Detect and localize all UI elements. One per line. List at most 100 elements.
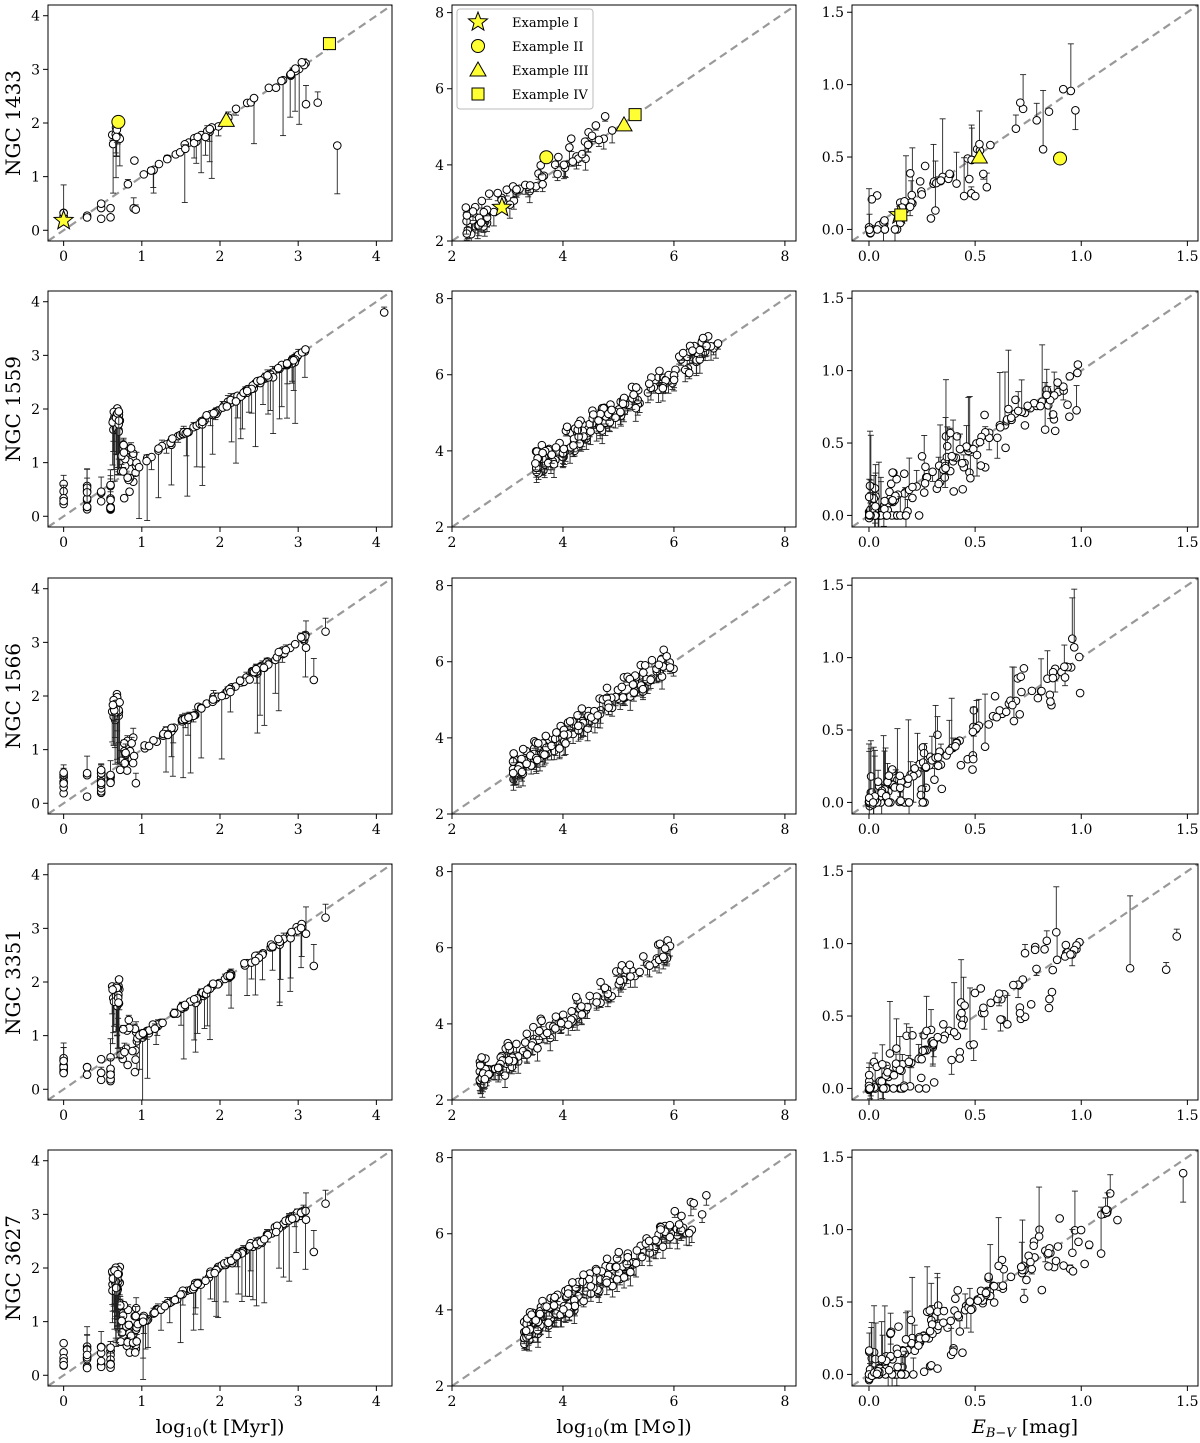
y-tick-label: 4 [435, 1017, 444, 1033]
cluster-point [201, 132, 210, 142]
x-tick-label: 3 [294, 1394, 303, 1410]
y-tick-label: 1.0 [822, 78, 844, 94]
cluster-point [512, 185, 521, 194]
cluster-point [256, 376, 265, 385]
cluster-point [108, 700, 118, 710]
x-tick-label: 6 [669, 822, 678, 838]
cluster-point [931, 206, 940, 215]
x-tick-label: 1.0 [1070, 822, 1092, 838]
cluster-point [123, 179, 133, 189]
cluster-point [877, 1059, 887, 1069]
cluster-point [577, 149, 587, 159]
cluster-point [167, 723, 176, 733]
cluster-point [522, 759, 531, 769]
cluster-point [631, 403, 641, 413]
cluster-point [231, 397, 241, 406]
cluster-point [569, 441, 578, 450]
x-tick-label: 4 [559, 535, 568, 551]
cluster-point [130, 1067, 140, 1077]
cluster-point [534, 1026, 544, 1036]
cluster-point [972, 450, 982, 460]
y-tick-label: 2 [31, 975, 40, 991]
x-tick-label: 1.0 [1070, 1108, 1092, 1124]
cluster-point [321, 627, 330, 636]
cluster-point [251, 664, 261, 674]
cluster-point [120, 1047, 129, 1057]
y-tick-label: 8 [435, 865, 444, 881]
cluster-point [1051, 927, 1061, 937]
cluster-point [240, 959, 249, 968]
y-tick-label: 1 [31, 1315, 40, 1331]
cluster-point [96, 1054, 106, 1064]
cluster-point [952, 179, 961, 188]
x-tick-label: 0 [59, 822, 68, 838]
cluster-point [914, 1084, 924, 1093]
cluster-point [695, 345, 705, 355]
cluster-point [82, 213, 92, 222]
cluster-point [208, 979, 218, 989]
cluster-point [976, 461, 986, 470]
row-label: NGC 1559 [1, 356, 25, 462]
cluster-point [268, 942, 277, 951]
panel-ngc1559-age: 0 0 1 1 2 2 3 3 4 4 NGC 1559 [1, 290, 393, 551]
cluster-point [309, 961, 319, 971]
cluster-point [979, 169, 988, 179]
cluster-point [118, 1024, 128, 1034]
cluster-point [1052, 955, 1062, 965]
cluster-point [559, 160, 569, 170]
x-tick-label: 1 [137, 249, 146, 265]
cluster-point [593, 711, 602, 720]
cluster-point [281, 645, 291, 655]
cluster-point [115, 765, 125, 775]
cluster-point [1042, 390, 1051, 400]
cluster-point [274, 647, 284, 657]
cluster-point [914, 511, 924, 520]
cluster-point [937, 784, 947, 794]
y-tick-label: 0.5 [822, 1009, 844, 1025]
cluster-point [1032, 116, 1042, 125]
cluster-point [1001, 443, 1010, 453]
cluster-point [271, 83, 281, 92]
cluster-point [889, 1070, 899, 1080]
cluster-point [888, 495, 897, 505]
cluster-point [655, 939, 665, 949]
cluster-point [263, 371, 272, 380]
y-tick-label: 1.0 [822, 937, 844, 953]
cluster-point [193, 132, 202, 142]
cluster-point [59, 1360, 68, 1370]
cluster-point [1033, 693, 1043, 703]
cluster-point [945, 746, 954, 756]
y-tick-label: 1 [31, 1029, 40, 1045]
cluster-point [618, 399, 628, 409]
cluster-point [957, 1008, 966, 1018]
cluster-point [1011, 124, 1021, 134]
cluster-point [1030, 945, 1040, 955]
cluster-point [129, 751, 139, 761]
cluster-point [933, 752, 943, 762]
cluster-point [880, 216, 889, 225]
cluster-point [947, 1055, 956, 1065]
cluster-point [131, 778, 141, 788]
cluster-point [493, 188, 503, 198]
cluster-point [461, 203, 471, 212]
cluster-point [1069, 643, 1079, 652]
y-tick-label: 4 [31, 1154, 40, 1170]
cluster-point [259, 1234, 269, 1244]
cluster-point [130, 156, 139, 165]
cluster-point [162, 154, 172, 164]
y-tick-label: 2 [31, 402, 40, 418]
cluster-point [123, 473, 132, 483]
cluster-point [949, 1028, 959, 1037]
cluster-point [904, 1057, 914, 1067]
cluster-point [920, 479, 930, 488]
x-tick-label: 1.0 [1070, 249, 1092, 265]
panel-ngc1559-mass: 22 4 4 6 6 8 8 [435, 290, 797, 551]
example-marker-example-iii [615, 115, 633, 132]
axes-frame [451, 577, 797, 815]
cluster-point [301, 643, 311, 653]
y-tick-label: 6 [435, 655, 444, 671]
cluster-point [82, 502, 92, 512]
cluster-point [287, 1214, 297, 1224]
cluster-point [106, 778, 115, 788]
cluster-point [1023, 401, 1032, 411]
